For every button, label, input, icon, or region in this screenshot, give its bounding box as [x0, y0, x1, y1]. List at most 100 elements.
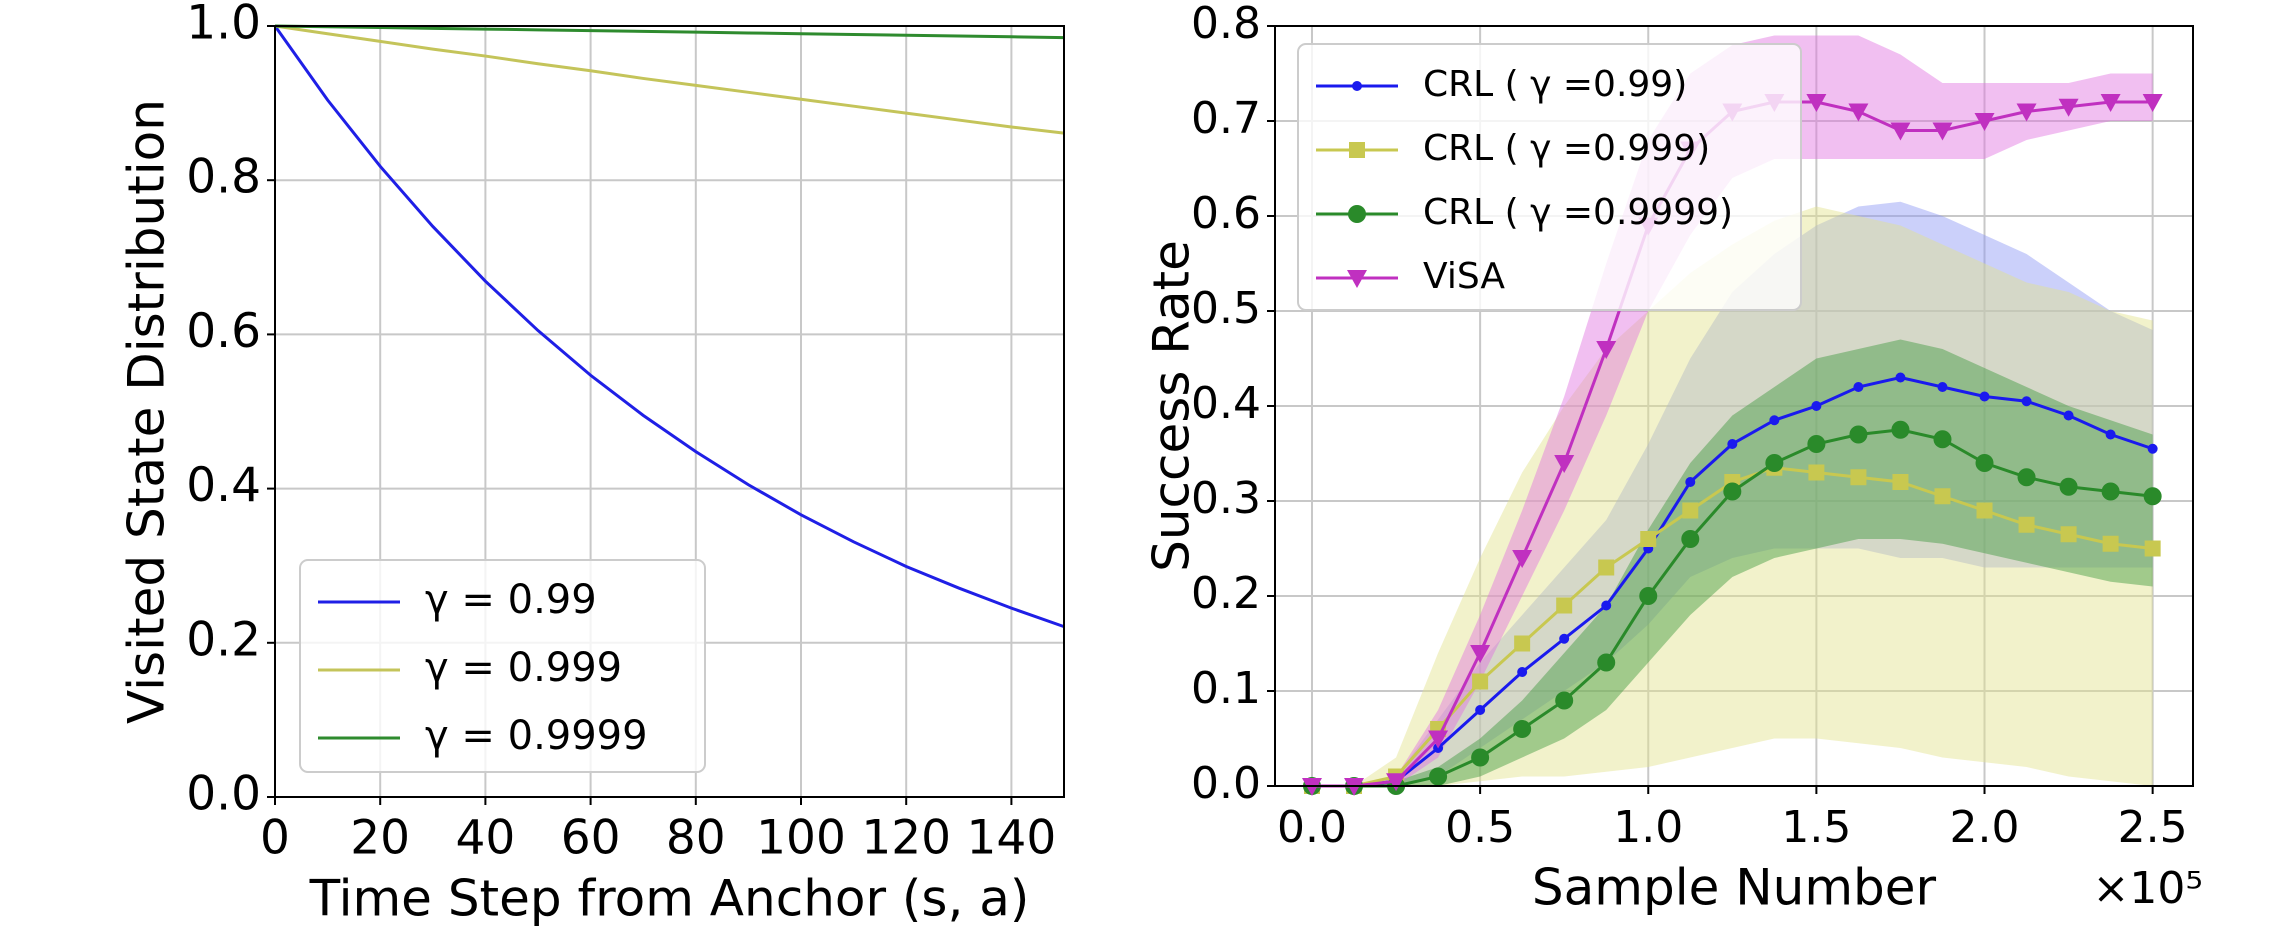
y-tick-label: 0.7 — [1191, 93, 1261, 144]
marker — [2059, 477, 2078, 496]
x-tick-label: 1.0 — [1613, 802, 1683, 853]
x-tick-label: 40 — [455, 811, 515, 866]
marker — [1347, 270, 1367, 288]
marker — [1933, 430, 1952, 449]
marker — [2101, 482, 2120, 501]
x-tick-label: 2.5 — [2118, 802, 2188, 853]
x-tick-label: 1.5 — [1781, 802, 1851, 853]
y-axis-label: Success Rate — [1143, 240, 1201, 572]
y-axis-label: Visited State Distribution — [118, 99, 176, 724]
marker — [1974, 113, 1995, 131]
marker — [2060, 526, 2077, 543]
marker — [1976, 502, 1993, 519]
marker — [1428, 730, 1449, 749]
x-tick-label: 0.5 — [1445, 802, 1515, 853]
marker — [1352, 81, 1362, 91]
marker — [1769, 415, 1780, 426]
marker — [1471, 748, 1490, 767]
y-tick-label: 0.6 — [186, 304, 261, 359]
marker — [1556, 597, 1573, 614]
marker — [1853, 382, 1864, 392]
line — [274, 24, 1065, 135]
marker — [1891, 420, 1910, 439]
marker — [1723, 482, 1742, 501]
y-tick-label: 0.6 — [1191, 188, 1261, 239]
y-tick-label: 0.5 — [1191, 283, 1261, 334]
x-tick-label: 100 — [756, 811, 846, 866]
x-axis-label: Sample Number — [1532, 859, 1937, 917]
marker — [2105, 429, 2116, 440]
legend-box — [299, 559, 706, 773]
marker — [1475, 705, 1486, 715]
x-tick-label: 20 — [350, 811, 410, 866]
marker — [1559, 633, 1570, 644]
marker — [2147, 443, 2158, 454]
y-tick-label: 0.8 — [186, 150, 261, 205]
marker — [1348, 205, 1366, 223]
marker — [1850, 469, 1867, 486]
legend-label: CRL ( γ =0.99) — [1423, 64, 1687, 105]
x-tick-label: 0.0 — [1277, 802, 1347, 853]
legend-label: γ = 0.9999 — [425, 713, 648, 759]
marker — [1807, 435, 1826, 453]
marker — [1932, 122, 1953, 141]
marker — [2021, 396, 2032, 407]
legend-label: ViSA — [1423, 256, 1505, 297]
marker — [1979, 391, 1990, 402]
marker — [1470, 645, 1491, 663]
marker — [1555, 691, 1574, 710]
marker — [2016, 103, 2037, 122]
x-tick-label: 60 — [561, 811, 621, 866]
y-tick-label: 0.4 — [1191, 378, 1261, 429]
marker — [1892, 474, 1909, 490]
marker — [2143, 487, 2162, 506]
marker — [1596, 341, 1617, 359]
marker — [1640, 531, 1657, 547]
band — [1311, 339, 2153, 786]
marker — [1512, 550, 1533, 568]
line — [273, 25, 1065, 629]
legend-label: γ = 0.99 — [425, 577, 597, 623]
legend-label: CRL ( γ =0.9999) — [1423, 192, 1733, 233]
marker — [2058, 98, 2079, 117]
marker — [1890, 122, 1911, 141]
legend-label: CRL ( γ =0.999) — [1423, 128, 1710, 169]
y-tick-label: 0.4 — [186, 458, 261, 513]
marker — [1685, 477, 1696, 487]
marker — [1934, 488, 1951, 505]
plot-frame — [1274, 25, 2194, 787]
marker — [1601, 600, 1612, 611]
marker — [1472, 673, 1489, 690]
y-tick-label: 0.2 — [186, 612, 261, 667]
marker — [1517, 667, 1528, 677]
marker — [2142, 94, 2163, 112]
marker — [1597, 653, 1616, 672]
x-offset-label: ×10⁵ — [2093, 863, 2204, 914]
y-tick-label: 0.0 — [1191, 758, 1261, 809]
y-tick-label: 0.8 — [1191, 0, 1261, 49]
marker — [1429, 767, 1448, 786]
marker — [2017, 468, 2036, 487]
marker — [1765, 454, 1784, 472]
legend-label: γ = 0.999 — [425, 645, 622, 691]
marker — [1808, 464, 1825, 481]
marker — [2100, 94, 2121, 112]
y-tick-label: 0.0 — [186, 767, 261, 822]
marker — [1554, 455, 1575, 473]
plot-frame — [274, 25, 1065, 798]
marker — [1514, 635, 1531, 652]
y-tick-label: 1.0 — [186, 0, 261, 51]
x-tick-label: 2.0 — [1950, 802, 2020, 853]
marker — [2018, 516, 2035, 533]
marker — [1806, 94, 1827, 112]
marker — [1386, 773, 1407, 792]
marker — [1849, 425, 1868, 444]
marker — [1811, 401, 1822, 411]
legend-box — [1297, 43, 1802, 311]
y-tick-label: 0.3 — [1191, 473, 1261, 524]
marker — [2063, 410, 2074, 421]
marker — [1681, 530, 1700, 548]
x-axis-label: Time Step from Anchor (s, a) — [309, 870, 1030, 928]
marker — [2102, 535, 2119, 552]
